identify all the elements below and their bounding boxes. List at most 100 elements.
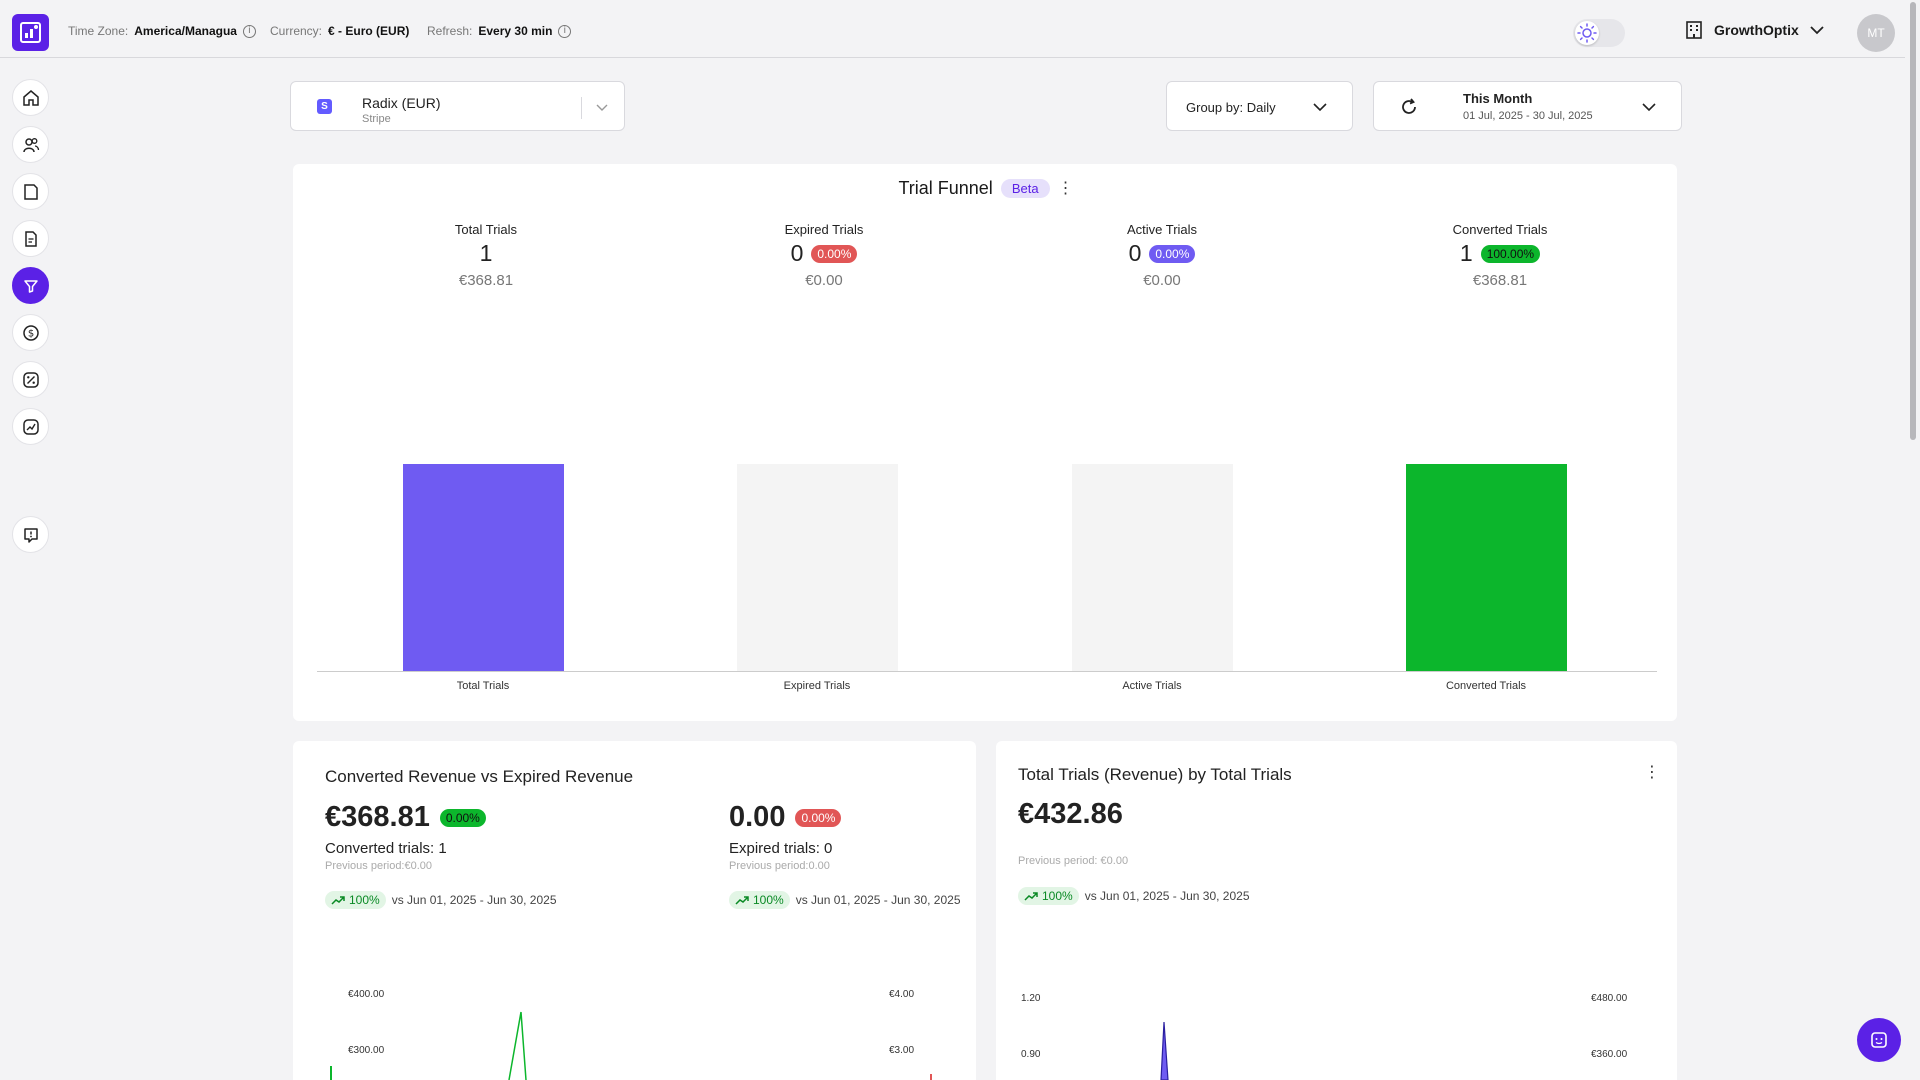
converted-total: €368.81 0.00%: [325, 801, 486, 834]
sidebar-item-home[interactable]: [12, 79, 49, 116]
stat-amount: €368.81: [1472, 272, 1528, 289]
beta-badge: Beta: [1000, 179, 1050, 198]
page-scrollbar[interactable]: [1906, 0, 1920, 1080]
pct-badge: 100.00%: [1480, 244, 1541, 263]
total-trials-spike: [1160, 1021, 1169, 1080]
x-axis-line: [317, 671, 1657, 672]
expired-total: 0.00 0.00%: [729, 801, 842, 834]
y-left-tick: 1.20: [1021, 993, 1041, 1004]
more-options-icon[interactable]: ⋮: [1644, 764, 1660, 781]
funnel-bar[interactable]: [737, 464, 898, 671]
stat-converted-trials: Converted Trials 1 100.00% €368.81: [1400, 222, 1600, 289]
date-preset: This Month: [1463, 91, 1533, 106]
chevron-down-icon: [1810, 26, 1824, 35]
svg-text:$: $: [27, 328, 33, 339]
sidebar-item-reports[interactable]: [12, 220, 49, 257]
stat-label: Total Trials: [454, 222, 518, 237]
sidebar-item-discounts[interactable]: [12, 361, 49, 398]
card-title: Trial Funnel: [898, 178, 993, 198]
stat-amount: €0.00: [805, 272, 843, 289]
refresh-icon[interactable]: [1399, 97, 1419, 117]
chevron-down-icon: [1313, 103, 1327, 112]
stat-amount: €0.00: [1143, 272, 1181, 289]
stat-value: 1: [1459, 240, 1473, 266]
converted-previous: Previous period:€0.00: [325, 860, 433, 872]
help-icon: [23, 527, 38, 543]
users-icon: [22, 137, 39, 152]
sidebar-item-revenue[interactable]: $: [12, 314, 49, 351]
funnel-icon: [23, 279, 38, 293]
avatar[interactable]: MT: [1857, 14, 1895, 52]
x-tick-label: Converted Trials: [1445, 680, 1527, 692]
source-name: Radix (EUR): [362, 95, 441, 111]
trend-chip: 100%: [1018, 887, 1079, 905]
converted-revenue-line: [508, 1011, 527, 1080]
sidebar-item-trial-funnel[interactable]: [12, 267, 49, 304]
converted-count: Converted trials: 1: [325, 840, 447, 857]
sidebar-item-analytics[interactable]: [12, 408, 49, 445]
divider: [581, 97, 582, 119]
app-logo[interactable]: [12, 14, 49, 51]
document-icon: [23, 183, 38, 200]
converted-vs-expired-card: Converted Revenue vs Expired Revenue €36…: [293, 741, 976, 1080]
info-icon[interactable]: [242, 24, 256, 38]
y-right-tick: €480.00: [1591, 993, 1628, 1004]
sidebar-item-help[interactable]: [12, 516, 49, 553]
sidebar-item-users[interactable]: [12, 126, 49, 163]
stat-value-row: 1: [386, 240, 586, 267]
source-selector[interactable]: S Radix (EUR) Stripe: [290, 81, 625, 131]
total-trials-chart: [1160, 1021, 1169, 1080]
stat-value-row: 1 100.00%: [1400, 240, 1600, 267]
trend-pct: 100%: [753, 893, 784, 907]
scrollbar-thumb[interactable]: [1910, 2, 1916, 440]
stat-active-trials: Active Trials 0 0.00% €0.00: [1062, 222, 1262, 289]
trend-up-icon: [1024, 892, 1038, 901]
discount-icon: [22, 371, 39, 388]
currency-info: Currency: € - Euro (EUR): [270, 24, 409, 38]
sidebar-item-documents[interactable]: [12, 173, 49, 210]
timezone-label: Time Zone:: [68, 24, 129, 38]
stripe-icon: S: [317, 99, 332, 114]
org-switcher[interactable]: GrowthOptix: [1684, 20, 1825, 40]
date-range-picker[interactable]: This Month 01 Jul, 2025 - 30 Jul, 2025: [1373, 81, 1682, 131]
trend-compare: vs Jun 01, 2025 - Jun 30, 2025: [795, 893, 961, 907]
stat-label: Expired Trials: [784, 222, 864, 237]
home-icon: [22, 89, 39, 106]
chevron-down-icon: [596, 104, 608, 111]
revenue-line-chart: [330, 1011, 932, 1080]
info-icon[interactable]: [558, 24, 572, 38]
group-by-label: Group by: Daily: [1186, 100, 1276, 115]
total-value: €432.86: [1018, 798, 1123, 830]
y-left-tick: €300.00: [348, 1045, 385, 1056]
funnel-bar[interactable]: [403, 464, 564, 671]
more-options-icon[interactable]: ⋮: [1057, 179, 1074, 197]
stat-value: 0: [1128, 240, 1142, 266]
total-previous: Previous period: €0.00: [1018, 855, 1129, 867]
theme-toggle[interactable]: [1573, 19, 1625, 47]
pct-badge: 0.00%: [795, 808, 842, 827]
expired-count: Expired trials: 0: [729, 840, 833, 857]
currency-value: € - Euro (EUR): [328, 24, 410, 38]
top-bar: Time Zone: America/Managua Currency: € -…: [0, 0, 1905, 58]
pct-badge: 0.00%: [811, 244, 858, 263]
funnel-bar[interactable]: [1072, 464, 1233, 671]
chat-support-button[interactable]: [1857, 1018, 1901, 1062]
stat-value-row: 0 0.00%: [1062, 240, 1262, 267]
x-tick-label: Expired Trials: [783, 680, 851, 692]
funnel-bar[interactable]: [1406, 464, 1567, 671]
y-right-tick: €360.00: [1591, 1049, 1628, 1060]
group-by-dropdown[interactable]: Group by: Daily: [1166, 81, 1353, 131]
timezone-info: Time Zone: America/Managua: [68, 24, 256, 38]
y-right-tick: €3.00: [889, 1045, 915, 1056]
stat-value-row: 0 0.00%: [724, 240, 924, 267]
expired-previous: Previous period:0.00: [729, 860, 830, 872]
refresh-value: Every 30 min: [478, 24, 553, 38]
trend-up-icon: [735, 896, 749, 905]
chevron-down-icon: [1642, 103, 1656, 112]
stat-value: 0: [790, 240, 804, 266]
card-title: Converted Revenue vs Expired Revenue: [325, 767, 634, 786]
trend-up-icon: [331, 896, 345, 905]
stat-label: Active Trials: [1126, 222, 1198, 237]
refresh-label: Refresh:: [427, 24, 473, 38]
logo-icon: [20, 22, 41, 43]
